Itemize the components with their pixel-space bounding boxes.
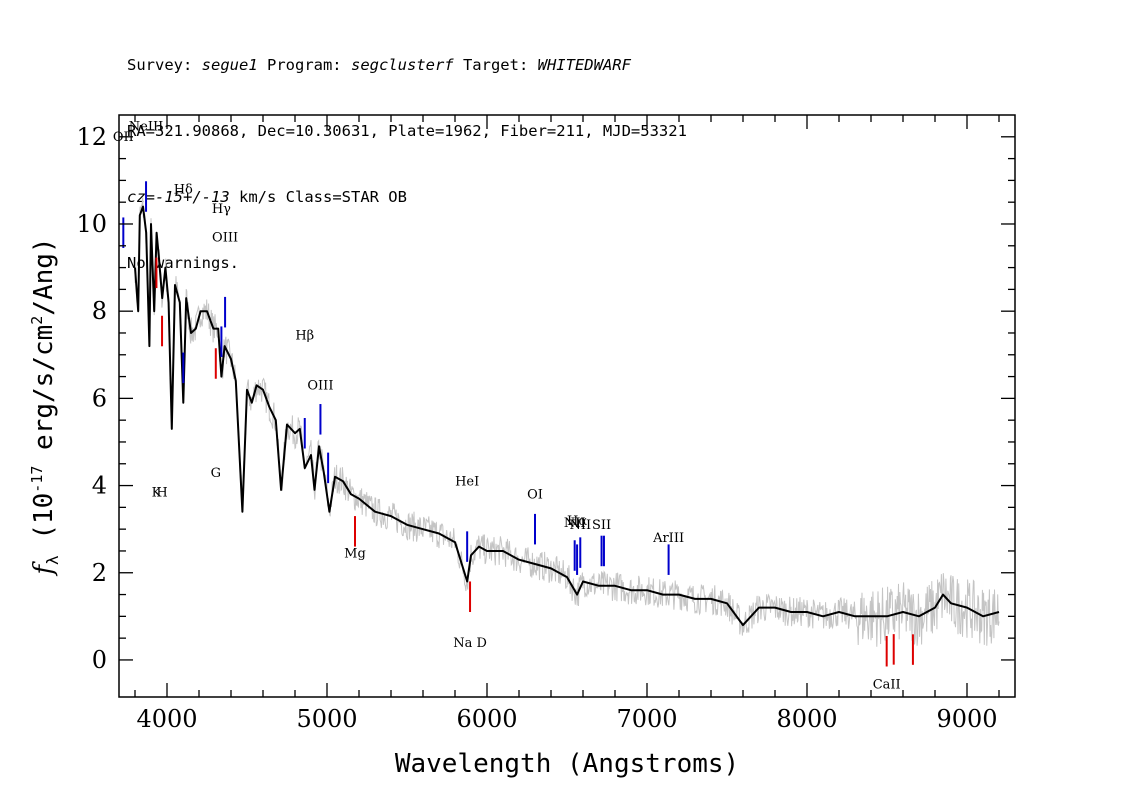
target-label: Target: [453,56,538,74]
line-marker-label: NII [564,516,586,531]
error-trace [134,197,1000,647]
survey-label: Survey: [127,56,202,74]
line-marker-label: Hα [567,514,587,529]
line-marker-label: OIII [307,379,333,394]
y-tick-label: 0 [92,646,107,674]
class-text: km/s Class=STAR OB [229,188,407,206]
error-band [134,197,1000,647]
cz-label: cz [127,188,146,206]
program-value: segclusterf [350,56,454,74]
y-tick-label: 2 [92,559,107,587]
line-marker-label: Hβ [295,329,314,344]
line-marker-label: NeIII [129,119,163,134]
y-tick-label: 8 [92,297,107,325]
line-marker-label: CaII [873,677,901,692]
line-marker-label: Na D [453,636,487,651]
absorption-line-markers: KH G Mg Na D CaII [152,257,914,692]
header-line-coordinates: RA=321.90868, Dec=10.30631, Plate=1962, … [127,122,687,140]
line-marker-label: Hδ [174,182,193,197]
survey-value: segue1 [201,56,258,74]
line-marker-label: H [156,485,167,500]
x-tick-label: 5000 [296,705,357,733]
spectrum-header: Survey: segue1 Program: segclusterf Targ… [127,10,687,296]
header-line-warnings: No warnings. [127,254,239,272]
program-label: Program: [257,56,351,74]
line-marker-label: HeI [455,475,479,490]
plot-frame [118,114,1016,698]
y-tick-label: 4 [92,472,107,500]
x-tick-label: 9000 [936,705,997,733]
target-value: WHITEDWARF [537,56,631,74]
x-tick-label: 6000 [456,705,517,733]
x-axis-title: Wavelength (Angstroms) [395,749,739,779]
line-marker-label: Hγ [212,202,231,217]
x-tick-label: 7000 [616,705,677,733]
y-axis-title: fλ (10-17 erg/s/cm2/Ang) [28,237,62,576]
line-marker-label: SII [592,518,611,533]
x-tick-label: 8000 [776,705,837,733]
cz-equals: = [145,188,156,206]
y-tick-label: 10 [76,210,107,238]
axes: 4000 5000 6000 7000 8000 9000 0 2 4 6 8 10 12 [76,115,1015,733]
flux-series [134,205,1000,627]
header-line-survey: Survey: segue1 Program: segclusterf Targ… [127,54,687,76]
flux-line [134,205,1000,627]
x-tick-label: 4000 [136,705,197,733]
line-marker-label: OIII [212,230,238,245]
line-marker-label: G [211,466,221,481]
line-marker-label: NII [569,518,591,533]
line-marker-label: OI [527,488,543,503]
line-marker-label: ArIII [652,531,684,546]
line-marker-label: OII [113,130,134,145]
y-tick-label: 12 [76,123,107,151]
cz-value: -15+/-13 [155,188,230,206]
line-marker-label: K [152,485,162,500]
header-line-redshift: cz=-15+/-13 km/s Class=STAR OB [127,186,687,208]
y-tick-label: 6 [92,384,107,412]
line-marker-label: Mg [344,546,366,561]
